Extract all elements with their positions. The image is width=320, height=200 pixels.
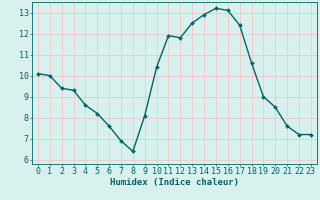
- X-axis label: Humidex (Indice chaleur): Humidex (Indice chaleur): [110, 178, 239, 187]
